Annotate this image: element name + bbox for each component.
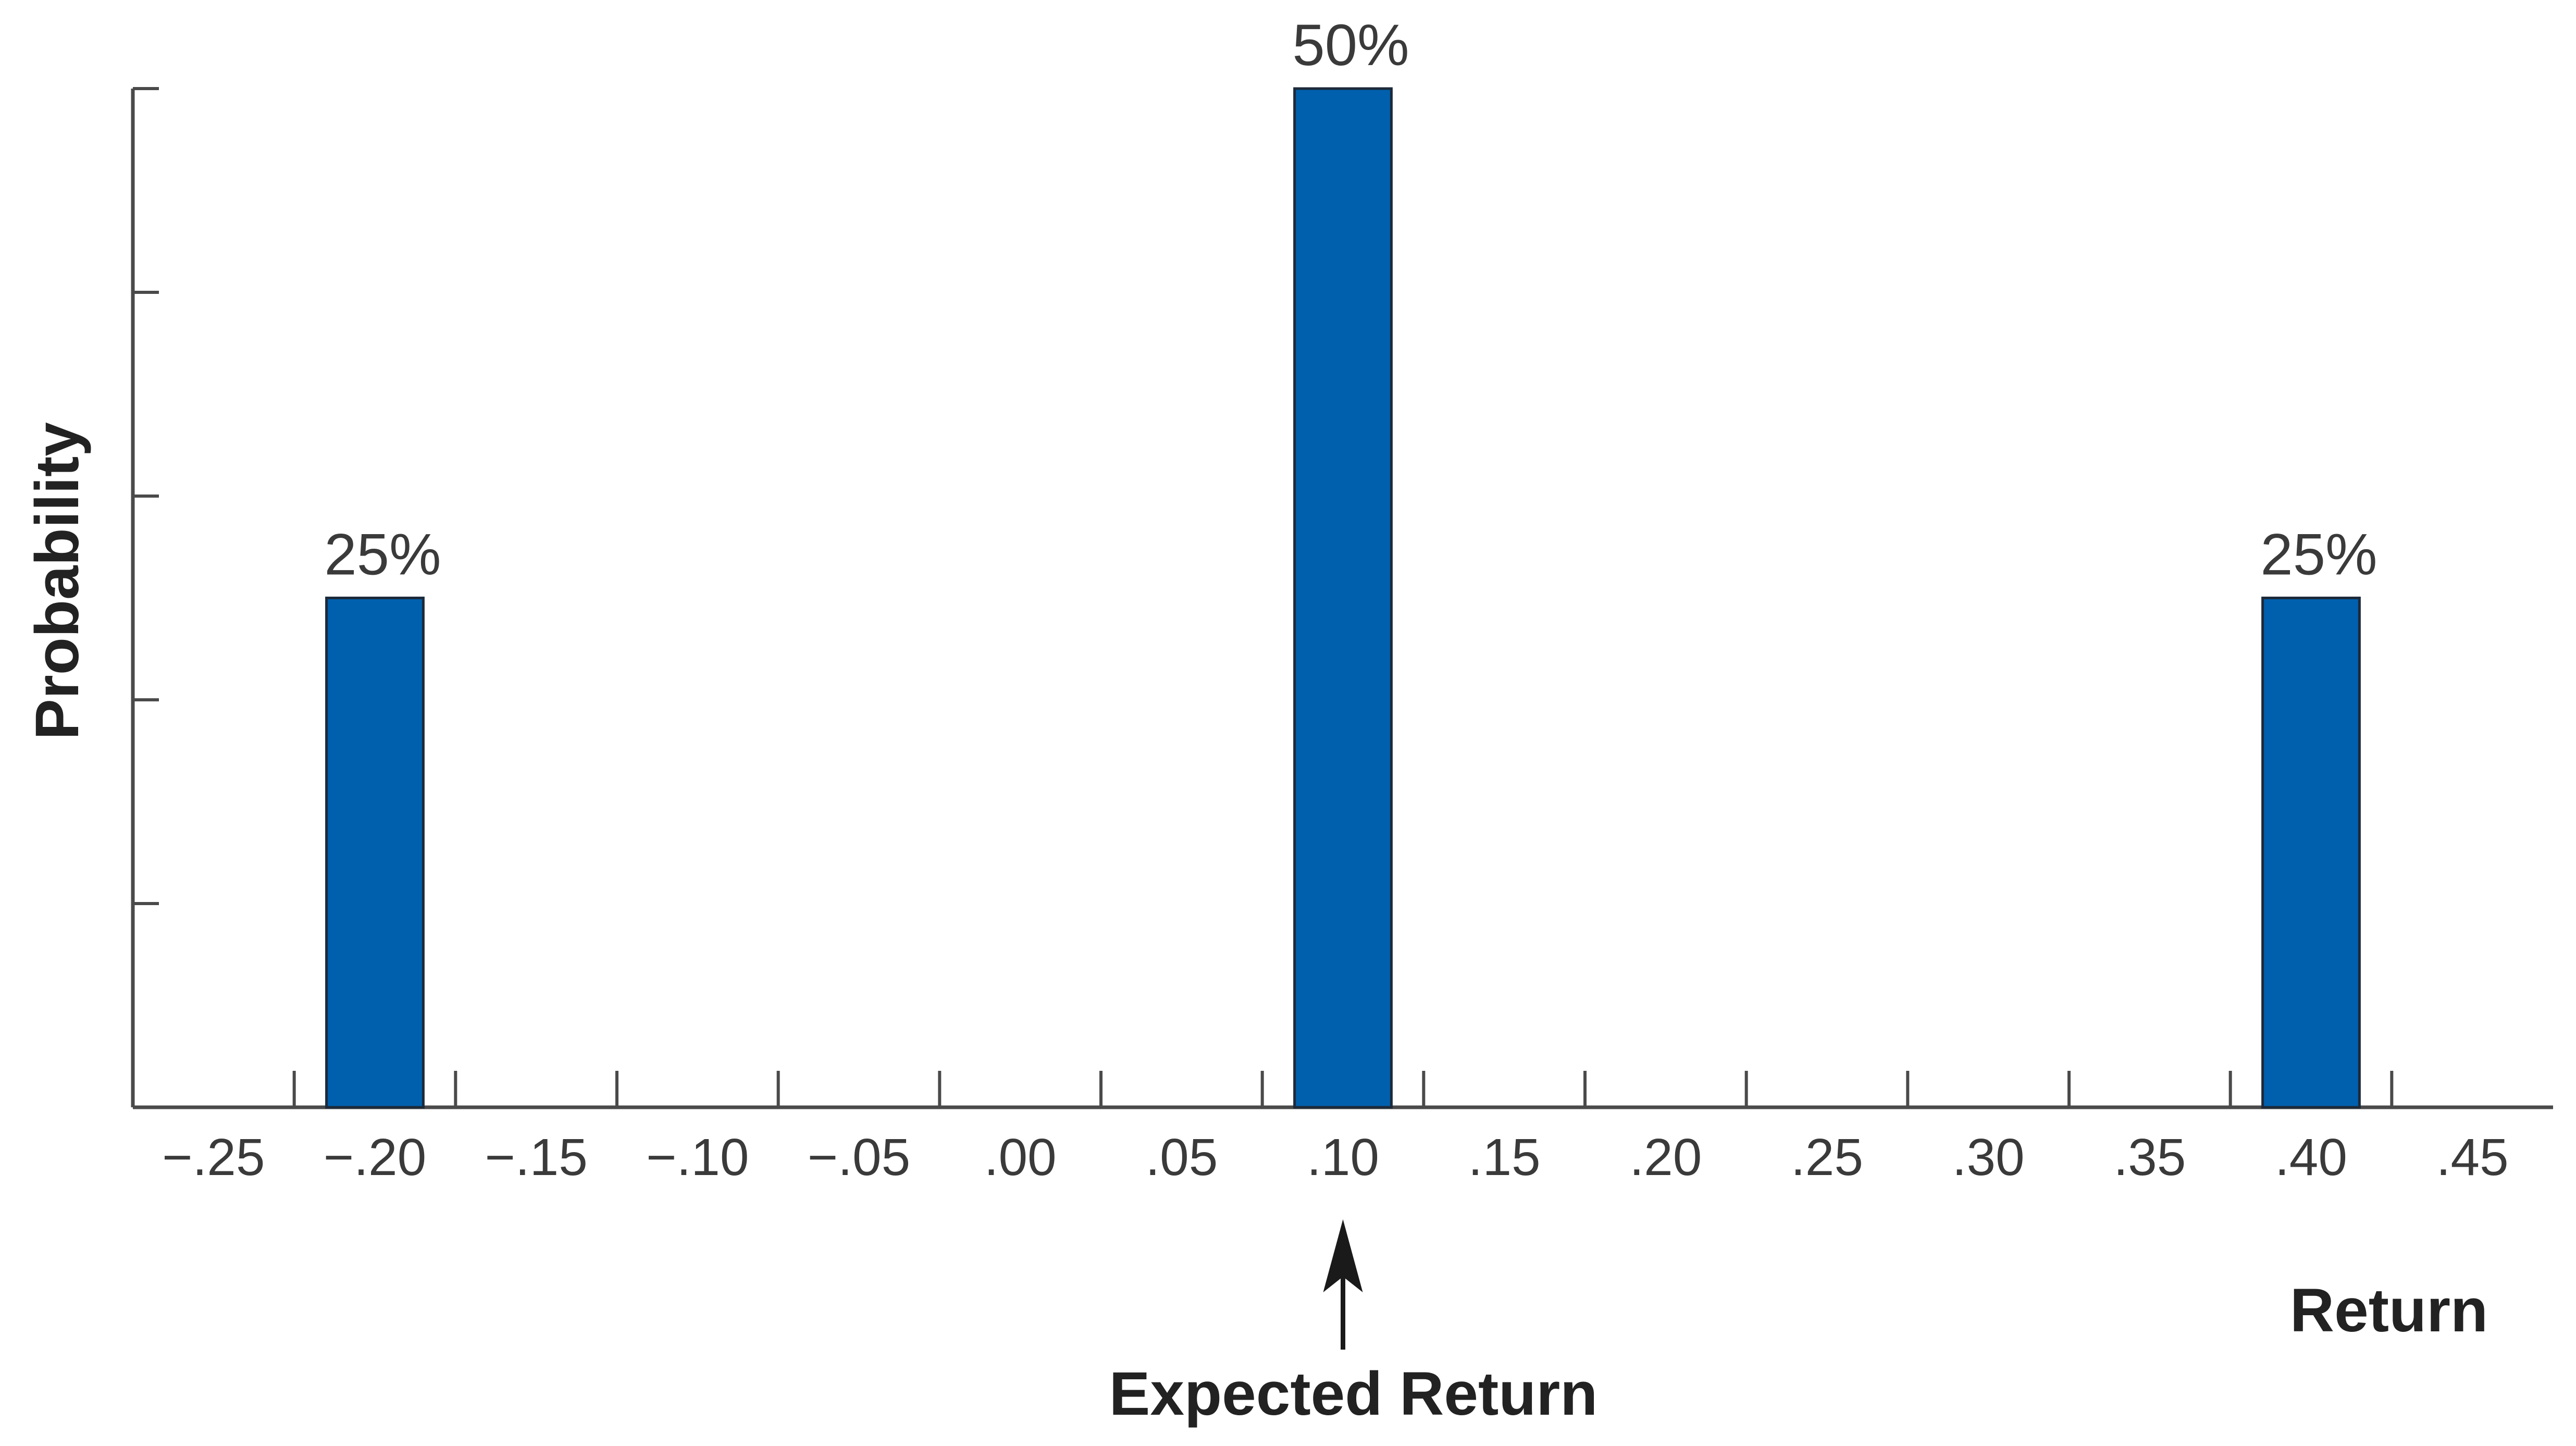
bar-value-label: 25% xyxy=(324,522,441,587)
x-tick-label: −.15 xyxy=(485,1128,587,1187)
x-tick-label: .05 xyxy=(1145,1128,1218,1187)
bar xyxy=(325,597,425,1109)
x-tick-label: .20 xyxy=(1629,1128,1702,1187)
expected-return-annotation: Expected Return xyxy=(1109,1219,1598,1428)
y-axis-ticks xyxy=(133,87,159,905)
bar-value-label: 50% xyxy=(1292,13,1409,78)
expected-return-label: Expected Return xyxy=(1109,1360,1598,1428)
bar-value-label: 25% xyxy=(2260,522,2377,587)
x-axis-ticks: −.25 −.20 −.15 −.10 −.05 .00 .05 .10 .15 .20 .25 .3… xyxy=(162,1071,2509,1187)
x-tick-label: −.25 xyxy=(162,1128,265,1187)
bars xyxy=(325,87,2361,1109)
x-tick-label: .30 xyxy=(1952,1128,2025,1187)
bar xyxy=(1293,87,1393,1109)
bar xyxy=(2261,597,2361,1109)
x-tick-label: .25 xyxy=(1791,1128,1863,1187)
x-tick-label: .35 xyxy=(2113,1128,2186,1187)
x-tick-label: .40 xyxy=(2275,1128,2347,1187)
x-tick-label: .45 xyxy=(2436,1128,2509,1187)
y-axis-title: Probability xyxy=(23,422,92,740)
expected-return-arrow-head xyxy=(1323,1219,1363,1292)
bar-data-labels: 25% 50% 25% xyxy=(324,13,2377,587)
x-tick-label: −.10 xyxy=(646,1128,749,1187)
x-tick-label: .00 xyxy=(984,1128,1057,1187)
x-tick-label: −.05 xyxy=(808,1128,910,1187)
x-tick-label: .15 xyxy=(1468,1128,1541,1187)
x-tick-label: .10 xyxy=(1307,1128,1379,1187)
x-tick-label: −.20 xyxy=(324,1128,426,1187)
x-axis-title: Return xyxy=(2290,1276,2488,1345)
